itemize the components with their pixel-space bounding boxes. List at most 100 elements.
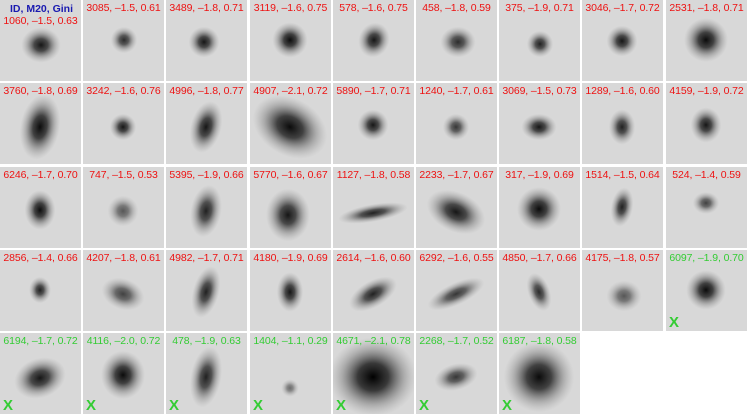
galaxy-image	[416, 167, 497, 248]
galaxy-image	[0, 167, 81, 248]
galaxy-image	[499, 250, 580, 331]
galaxy-label: 6292, –1.6, 0.55	[419, 252, 494, 264]
galaxy-image	[416, 333, 497, 414]
galaxy-cutout: 2614, –1.6, 0.60	[333, 250, 414, 331]
galaxy-cutout: 5890, –1.7, 0.71	[333, 83, 414, 164]
selection-mark: X	[669, 314, 680, 331]
galaxy-cutout: 6194, –1.7, 0.72 X	[0, 333, 81, 414]
galaxy-label: 1240, –1.7, 0.61	[419, 85, 494, 97]
galaxy-image	[333, 0, 414, 81]
galaxy-label: 1127, –1.8, 0.58	[336, 169, 411, 181]
galaxy-cutout: 1127, –1.8, 0.58	[333, 167, 414, 248]
galaxy-image	[166, 83, 247, 164]
selection-mark: X	[419, 397, 430, 414]
galaxy-label: 3760, –1.8, 0.69	[3, 85, 78, 97]
galaxy-label: 1060, –1.5, 0.63	[3, 15, 78, 27]
galaxy-image	[416, 83, 497, 164]
galaxy-image	[250, 167, 331, 248]
galaxy-label: 2268, –1.7, 0.52	[419, 335, 494, 347]
galaxy-cutout: 3119, –1.6, 0.75	[250, 0, 331, 81]
galaxy-cutout: 4996, –1.8, 0.77	[166, 83, 247, 164]
galaxy-label: 4982, –1.7, 0.71	[169, 252, 244, 264]
galaxy-image	[333, 333, 414, 414]
galaxy-cutout: 1240, –1.7, 0.61	[416, 83, 497, 164]
galaxy-image	[416, 250, 497, 331]
selection-mark: X	[86, 397, 97, 414]
galaxy-label: 3119, –1.6, 0.75	[253, 2, 328, 14]
galaxy-cutout: 6292, –1.6, 0.55	[416, 250, 497, 331]
galaxy-label: 5395, –1.9, 0.66	[169, 169, 244, 181]
galaxy-image	[499, 0, 580, 81]
galaxy-label: 4671, –2.1, 0.78	[336, 335, 411, 347]
galaxy-label: 524, –1.4, 0.59	[672, 169, 741, 181]
galaxy-cutout: 3085, –1.5, 0.61	[83, 0, 164, 81]
galaxy-label: 2856, –1.4, 0.66	[3, 252, 78, 264]
galaxy-cutout: 4180, –1.9, 0.69	[250, 250, 331, 331]
galaxy-cutout: 2531, –1.8, 0.71	[666, 0, 747, 81]
galaxy-cutout: 1404, –1.1, 0.29 X	[250, 333, 331, 414]
galaxy-label: 4207, –1.8, 0.61	[86, 252, 161, 264]
galaxy-image	[582, 250, 663, 331]
galaxy-image	[250, 333, 331, 414]
galaxy-cutout: 375, –1.9, 0.71	[499, 0, 580, 81]
galaxy-image	[250, 250, 331, 331]
galaxy-image	[250, 0, 331, 81]
galaxy-label: 478, –1.9, 0.63	[172, 335, 241, 347]
galaxy-cutout: 458, –1.8, 0.59	[416, 0, 497, 81]
galaxy-image	[333, 83, 414, 164]
galaxy-label: 3489, –1.8, 0.71	[169, 2, 244, 14]
galaxy-label: 3046, –1.7, 0.72	[585, 2, 660, 14]
galaxy-image	[83, 333, 164, 414]
galaxy-image	[666, 83, 747, 164]
galaxy-cutout: 747, –1.5, 0.53	[83, 167, 164, 248]
galaxy-label: 4996, –1.8, 0.77	[169, 85, 244, 97]
galaxy-cutout: 317, –1.9, 0.69	[499, 167, 580, 248]
column-key-label: ID, M20, Gini	[10, 3, 74, 15]
galaxy-label: 4907, –2.1, 0.72	[253, 85, 328, 97]
galaxy-label: 375, –1.9, 0.71	[505, 2, 574, 14]
galaxy-label: 4175, –1.8, 0.57	[585, 252, 660, 264]
galaxy-image	[0, 83, 81, 164]
galaxy-label: 317, –1.9, 0.69	[505, 169, 574, 181]
galaxy-label: 5890, –1.7, 0.71	[336, 85, 411, 97]
selection-mark: X	[336, 397, 347, 414]
galaxy-label: 3069, –1.5, 0.73	[502, 85, 577, 97]
galaxy-image	[666, 167, 747, 248]
galaxy-cutout: 4907, –2.1, 0.72	[250, 83, 331, 164]
galaxy-image	[83, 83, 164, 164]
selection-mark: X	[3, 397, 14, 414]
galaxy-image	[582, 0, 663, 81]
galaxy-label: 3085, –1.5, 0.61	[86, 2, 161, 14]
galaxy-image	[333, 250, 414, 331]
galaxy-image	[582, 83, 663, 164]
galaxy-label: 458, –1.8, 0.59	[422, 2, 491, 14]
selection-mark: X	[169, 397, 180, 414]
galaxy-cutout: 4982, –1.7, 0.71	[166, 250, 247, 331]
galaxy-image	[333, 167, 414, 248]
galaxy-label: 2233, –1.7, 0.67	[419, 169, 494, 181]
galaxy-cutout: 5395, –1.9, 0.66	[166, 167, 247, 248]
galaxy-cutout: 4159, –1.9, 0.72	[666, 83, 747, 164]
galaxy-cutout: 478, –1.9, 0.63 X	[166, 333, 247, 414]
galaxy-image	[166, 167, 247, 248]
galaxy-image	[250, 83, 331, 164]
galaxy-cutout: 4175, –1.8, 0.57	[582, 250, 663, 331]
galaxy-label: 4180, –1.9, 0.69	[253, 252, 328, 264]
galaxy-label: 6246, –1.7, 0.70	[3, 169, 78, 181]
galaxy-image	[0, 333, 81, 414]
galaxy-label: 1289, –1.6, 0.60	[585, 85, 660, 97]
galaxy-cutout: 2856, –1.4, 0.66	[0, 250, 81, 331]
galaxy-image	[666, 0, 747, 81]
galaxy-image	[166, 0, 247, 81]
galaxy-label: 1404, –1.1, 0.29	[253, 335, 328, 347]
galaxy-label: 6097, –1.9, 0.70	[669, 252, 744, 264]
galaxy-cutout: 4671, –2.1, 0.78 X	[333, 333, 414, 414]
galaxy-image	[166, 250, 247, 331]
galaxy-cutout: 3489, –1.8, 0.71	[166, 0, 247, 81]
selection-mark: X	[502, 397, 513, 414]
galaxy-label: 1514, –1.5, 0.64	[585, 169, 660, 181]
galaxy-image	[416, 0, 497, 81]
galaxy-image	[499, 83, 580, 164]
galaxy-image	[0, 0, 81, 81]
